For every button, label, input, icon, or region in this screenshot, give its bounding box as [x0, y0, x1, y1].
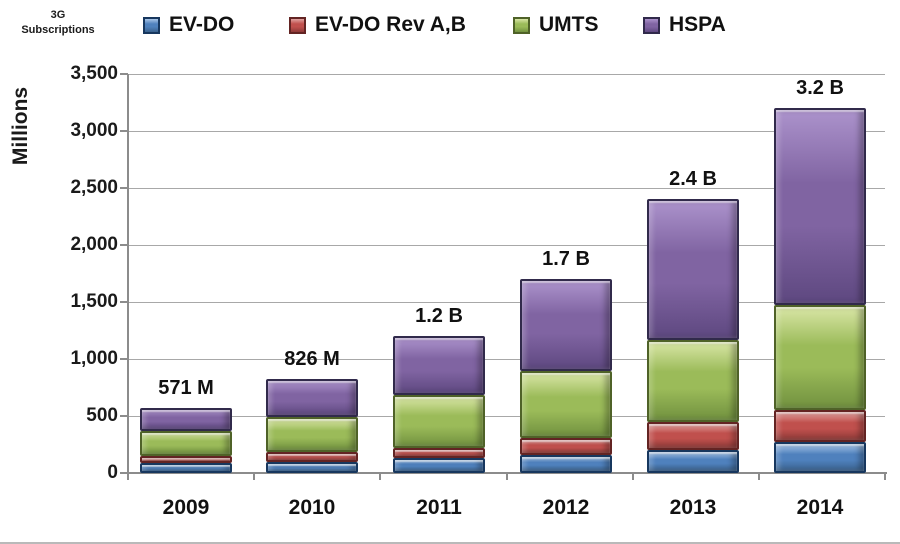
chart-corner-title-line2: Subscriptions [21, 24, 95, 36]
bar-2012-segment-ev-do-rev-a-b [520, 438, 612, 455]
bar-2012-segment-ev-do [520, 454, 612, 473]
gridline-3500 [128, 73, 885, 75]
bar-2013 [647, 199, 739, 473]
gridline-2500 [128, 187, 885, 189]
total-label-2009: 571 M [158, 376, 214, 399]
bar-2009-segment-hspa [140, 407, 232, 432]
bar-2009-segment-umts [140, 431, 232, 457]
legend-item-hspa: HSPA [643, 13, 726, 37]
gridline-1000 [128, 358, 885, 360]
bar-2013-segment-ev-do-rev-a-b [647, 421, 739, 451]
bar-2011-segment-umts [393, 395, 485, 448]
y-tick-label-3000: 3,000 [70, 120, 118, 141]
legend-swatch-evdo-rev-ab-icon [289, 16, 306, 34]
y-axis-tick-3000 [120, 130, 128, 132]
y-tick-label-0: 0 [107, 462, 118, 483]
bar-2009-segment-ev-do [140, 463, 232, 473]
x-axis-label-2010: 2010 [288, 496, 336, 519]
y-tick-label-3500: 3,500 [70, 63, 118, 84]
y-tick-label-500: 500 [86, 405, 118, 426]
legend-label-hspa: HSPA [669, 13, 726, 36]
y-tick-label-2500: 2,500 [70, 177, 118, 198]
y-axis-tick-2000 [120, 244, 128, 246]
x-axis-label-2011: 2011 [416, 496, 462, 519]
gridline-1500 [128, 301, 885, 303]
x-axis-tick-1 [253, 474, 256, 480]
legend-swatch-hspa-icon [643, 16, 660, 34]
gridline-3000 [128, 130, 885, 132]
x-axis-label-2009: 2009 [162, 496, 210, 519]
legend-swatch-evdo-icon [143, 16, 160, 34]
bar-2014-segment-umts [774, 304, 866, 410]
legend-label-evdo-rev-ab: EV-DO Rev A,B [315, 13, 466, 36]
x-axis-tick-6 [884, 474, 886, 480]
legend-item-evdo: EV-DO [143, 13, 234, 37]
bar-2012-segment-hspa [520, 279, 612, 371]
legend-swatch-umts-icon [513, 16, 530, 34]
bar-2010-segment-ev-do [266, 462, 358, 473]
bar-2013-segment-hspa [647, 199, 739, 341]
y-tick-label-2000: 2,000 [70, 234, 118, 255]
legend-label-evdo: EV-DO [169, 13, 235, 36]
x-axis-line [126, 472, 887, 474]
y-axis-tick-0 [120, 472, 128, 474]
y-axis-tick-2500 [120, 187, 128, 189]
bar-2013-segment-umts [647, 340, 739, 422]
y-axis-tick-1500 [120, 301, 128, 303]
bar-2012 [520, 279, 612, 473]
bar-2012-segment-umts [520, 370, 612, 439]
bar-2009-segment-ev-do-rev-a-b [140, 456, 232, 464]
y-axis-tick-3500 [120, 73, 128, 75]
y-tick-label-1000: 1,000 [70, 348, 118, 369]
bar-2010-segment-hspa [266, 378, 358, 417]
bar-2010-segment-umts [266, 416, 358, 453]
bar-2010 [266, 378, 358, 473]
x-axis-label-2012: 2012 [542, 496, 590, 519]
legend-label-umts: UMTS [539, 13, 599, 36]
bar-2010-segment-ev-do-rev-a-b [266, 452, 358, 463]
bar-2011-segment-hspa [393, 336, 485, 396]
y-tick-label-1500: 1,500 [70, 291, 118, 312]
total-label-2013: 2.4 B [669, 168, 717, 191]
bar-2011-segment-ev-do-rev-a-b [393, 447, 485, 459]
y-axis-tick-500 [120, 415, 128, 417]
y-axis-tick-1000 [120, 358, 128, 360]
bar-2014-segment-ev-do [774, 441, 866, 473]
total-label-2012: 1.7 B [542, 248, 590, 271]
bar-2011 [393, 336, 485, 473]
x-axis-label-2014: 2014 [796, 496, 844, 519]
bar-2011-segment-ev-do [393, 458, 485, 473]
bar-2014 [774, 108, 866, 473]
total-label-2010: 826 M [284, 347, 340, 370]
y-axis-line [127, 74, 129, 474]
x-axis-tick-4 [631, 474, 634, 480]
bar-2013-segment-ev-do [647, 450, 739, 473]
bar-2014-segment-hspa [774, 108, 866, 305]
x-axis-tick-0 [127, 474, 129, 480]
legend-item-evdo-rev-ab: EV-DO Rev A,B [289, 13, 466, 37]
chart-corner-title-line1: 3G [50, 9, 66, 21]
chart-corner-title: 3G Subscriptions [2, 8, 114, 38]
x-axis-label-2013: 2013 [669, 496, 717, 519]
gridline-2000 [128, 244, 885, 246]
x-axis-tick-2 [379, 474, 382, 480]
total-label-2011: 1.2 B [415, 305, 463, 328]
legend-item-umts: UMTS [513, 13, 599, 37]
bar-2014-segment-ev-do-rev-a-b [774, 409, 866, 442]
bar-2009 [140, 407, 232, 473]
total-label-2014: 3.2 B [796, 77, 844, 100]
x-axis-tick-3 [505, 474, 508, 480]
chart-legend: EV-DO EV-DO Rev A,B UMTS HSPA [0, 0, 900, 50]
x-axis-tick-5 [757, 474, 760, 480]
gridline-500 [128, 415, 885, 417]
